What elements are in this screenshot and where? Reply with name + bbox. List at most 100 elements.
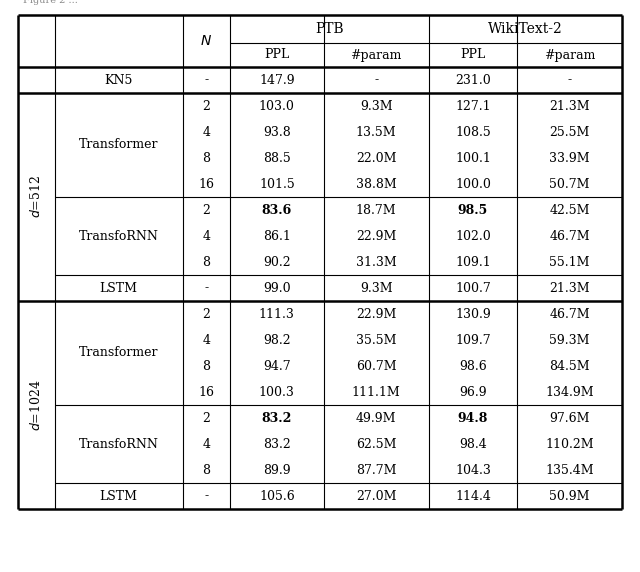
Text: 25.5M: 25.5M <box>550 125 590 138</box>
Text: 110.2M: 110.2M <box>545 438 594 451</box>
Text: 13.5M: 13.5M <box>356 125 397 138</box>
Text: 60.7M: 60.7M <box>356 359 397 372</box>
Text: 134.9M: 134.9M <box>545 386 594 399</box>
Text: 2: 2 <box>202 411 210 424</box>
Text: Transformer: Transformer <box>79 138 159 152</box>
Text: Figure 2 ...: Figure 2 ... <box>23 0 78 5</box>
Text: 27.0M: 27.0M <box>356 490 396 502</box>
Text: TransfoRNN: TransfoRNN <box>79 438 159 451</box>
Text: 93.8: 93.8 <box>263 125 291 138</box>
Text: 59.3M: 59.3M <box>550 333 590 347</box>
Text: 88.5: 88.5 <box>263 152 291 165</box>
Text: 100.7: 100.7 <box>455 281 491 295</box>
Text: 8: 8 <box>202 256 211 268</box>
Text: 86.1: 86.1 <box>263 229 291 243</box>
Text: 109.7: 109.7 <box>455 333 491 347</box>
Text: 100.1: 100.1 <box>455 152 491 165</box>
Text: 98.5: 98.5 <box>458 204 488 216</box>
Text: 104.3: 104.3 <box>455 463 491 476</box>
Text: 4: 4 <box>202 229 211 243</box>
Text: 94.8: 94.8 <box>458 411 488 424</box>
Text: 111.3: 111.3 <box>259 308 295 320</box>
Text: 98.4: 98.4 <box>459 438 487 451</box>
Text: 22.9M: 22.9M <box>356 229 396 243</box>
Text: 83.2: 83.2 <box>263 438 291 451</box>
Text: 84.5M: 84.5M <box>549 359 590 372</box>
Text: 102.0: 102.0 <box>455 229 491 243</box>
Text: 16: 16 <box>198 386 214 399</box>
Text: -: - <box>374 73 378 86</box>
Text: 101.5: 101.5 <box>259 177 295 190</box>
Text: 50.9M: 50.9M <box>550 490 590 502</box>
Text: 87.7M: 87.7M <box>356 463 396 476</box>
Text: 83.6: 83.6 <box>262 204 292 216</box>
Text: 96.9: 96.9 <box>459 386 487 399</box>
Text: 8: 8 <box>202 359 211 372</box>
Text: 42.5M: 42.5M <box>550 204 590 216</box>
Text: 111.1M: 111.1M <box>352 386 401 399</box>
Text: 49.9M: 49.9M <box>356 411 396 424</box>
Text: 103.0: 103.0 <box>259 100 295 113</box>
Text: #param: #param <box>351 49 402 62</box>
Text: PPL: PPL <box>460 49 486 62</box>
Text: 8: 8 <box>202 463 211 476</box>
Text: 98.6: 98.6 <box>459 359 487 372</box>
Text: 8: 8 <box>202 152 211 165</box>
Text: KN5: KN5 <box>104 73 133 86</box>
Text: 38.8M: 38.8M <box>356 177 397 190</box>
Text: LSTM: LSTM <box>100 490 138 502</box>
Text: 31.3M: 31.3M <box>356 256 397 268</box>
Text: 2: 2 <box>202 100 210 113</box>
Text: 22.0M: 22.0M <box>356 152 396 165</box>
Text: 4: 4 <box>202 333 211 347</box>
Text: $d$=1024: $d$=1024 <box>29 379 44 431</box>
Text: 62.5M: 62.5M <box>356 438 396 451</box>
Text: $N$: $N$ <box>200 34 212 48</box>
Text: 98.2: 98.2 <box>263 333 291 347</box>
Text: 4: 4 <box>202 125 211 138</box>
Text: #param: #param <box>544 49 595 62</box>
Text: 90.2: 90.2 <box>263 256 291 268</box>
Text: 22.9M: 22.9M <box>356 308 396 320</box>
Text: 127.1: 127.1 <box>455 100 491 113</box>
Text: 135.4M: 135.4M <box>545 463 594 476</box>
Text: -: - <box>568 73 572 86</box>
Text: 18.7M: 18.7M <box>356 204 397 216</box>
Text: 55.1M: 55.1M <box>550 256 590 268</box>
Text: 21.3M: 21.3M <box>549 100 590 113</box>
Text: -: - <box>204 281 209 295</box>
Text: 231.0: 231.0 <box>455 73 491 86</box>
Text: LSTM: LSTM <box>100 281 138 295</box>
Text: Transformer: Transformer <box>79 347 159 359</box>
Text: 108.5: 108.5 <box>455 125 491 138</box>
Text: 97.6M: 97.6M <box>550 411 590 424</box>
Text: -: - <box>204 490 209 502</box>
Text: 2: 2 <box>202 308 210 320</box>
Text: 9.3M: 9.3M <box>360 100 392 113</box>
Text: 50.7M: 50.7M <box>550 177 590 190</box>
Text: 46.7M: 46.7M <box>549 308 590 320</box>
Text: 46.7M: 46.7M <box>549 229 590 243</box>
Text: 109.1: 109.1 <box>455 256 491 268</box>
Text: -: - <box>204 73 209 86</box>
Text: 100.3: 100.3 <box>259 386 295 399</box>
Text: 89.9: 89.9 <box>263 463 291 476</box>
Text: PTB: PTB <box>315 22 344 36</box>
Text: 16: 16 <box>198 177 214 190</box>
Text: WikiText-2: WikiText-2 <box>488 22 563 36</box>
Text: 83.2: 83.2 <box>262 411 292 424</box>
Text: 147.9: 147.9 <box>259 73 294 86</box>
Text: 130.9: 130.9 <box>455 308 491 320</box>
Text: 2: 2 <box>202 204 210 216</box>
Text: TransfoRNN: TransfoRNN <box>79 229 159 243</box>
Text: 114.4: 114.4 <box>455 490 491 502</box>
Text: 100.0: 100.0 <box>455 177 491 190</box>
Text: 99.0: 99.0 <box>263 281 291 295</box>
Text: 105.6: 105.6 <box>259 490 295 502</box>
Text: 21.3M: 21.3M <box>549 281 590 295</box>
Text: 94.7: 94.7 <box>263 359 291 372</box>
Text: 4: 4 <box>202 438 211 451</box>
Text: PPL: PPL <box>264 49 289 62</box>
Text: 33.9M: 33.9M <box>549 152 590 165</box>
Text: $d$=512: $d$=512 <box>29 176 44 219</box>
